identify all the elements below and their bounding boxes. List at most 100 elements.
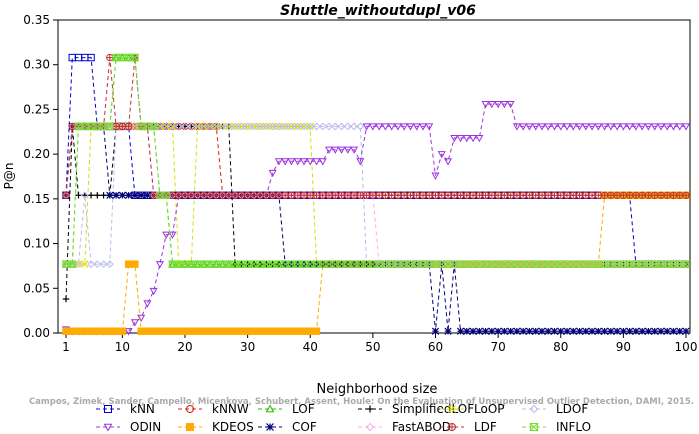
legend-marker — [186, 423, 194, 431]
data-point — [356, 158, 365, 166]
marker-shape — [331, 146, 340, 154]
data-point — [607, 327, 615, 335]
marker-shape — [87, 53, 95, 62]
marker-shape — [250, 327, 258, 335]
data-point — [87, 192, 95, 199]
marker-shape — [500, 327, 509, 335]
data-point — [331, 146, 340, 154]
data-point — [218, 122, 227, 131]
data-point — [500, 327, 509, 335]
marker-shape — [431, 172, 440, 180]
marker-shape — [268, 169, 277, 178]
marker-shape — [400, 192, 408, 199]
data-point — [588, 327, 596, 335]
data-point — [512, 123, 521, 131]
data-point — [243, 122, 252, 131]
data-point — [193, 122, 202, 131]
marker-shape — [225, 122, 233, 131]
data-point — [375, 123, 384, 131]
data-point — [613, 191, 621, 199]
data-point — [287, 158, 296, 166]
data-point — [87, 327, 95, 335]
marker-shape — [469, 134, 478, 143]
marker-shape — [181, 192, 189, 199]
marker-shape — [193, 122, 202, 131]
marker-shape — [288, 192, 295, 199]
marker-shape — [525, 123, 534, 131]
data-point — [218, 191, 227, 199]
marker-shape — [275, 122, 283, 131]
data-point — [600, 191, 609, 199]
marker-shape — [507, 327, 515, 335]
data-point — [519, 123, 528, 131]
marker-shape — [294, 327, 302, 335]
marker-shape — [419, 192, 427, 199]
marker-shape — [266, 423, 274, 431]
data-point — [224, 122, 233, 131]
marker-shape — [613, 192, 621, 199]
marker-shape — [262, 122, 271, 131]
marker-shape — [162, 191, 170, 199]
data-point — [663, 123, 672, 131]
data-point — [343, 122, 352, 131]
marker-shape — [613, 327, 621, 335]
data-point — [600, 123, 609, 131]
marker-shape — [162, 231, 171, 239]
marker-shape — [74, 260, 83, 269]
data-point — [275, 327, 283, 335]
data-point — [312, 327, 321, 335]
marker-shape — [143, 300, 152, 308]
data-point — [463, 327, 471, 335]
marker-shape — [87, 260, 95, 269]
data-point — [463, 191, 471, 199]
data-point — [337, 191, 346, 199]
marker-shape — [193, 327, 202, 335]
data-point — [681, 260, 691, 268]
legend-marker — [529, 423, 539, 431]
watermark: Campos, Zimek, Sander, Campello, Micenko… — [29, 397, 694, 407]
data-point — [275, 122, 283, 131]
data-point — [312, 191, 321, 199]
marker-shape — [300, 122, 308, 131]
marker-shape — [287, 122, 296, 131]
data-point — [607, 191, 615, 199]
marker-shape — [500, 101, 509, 109]
data-point — [130, 122, 139, 131]
marker-shape — [638, 123, 647, 131]
data-point — [175, 191, 183, 199]
data-point — [130, 319, 139, 327]
marker-shape — [682, 260, 690, 268]
marker-shape — [218, 327, 227, 335]
marker-shape — [125, 123, 132, 130]
legend-label: KDEOS — [212, 420, 254, 434]
data-point — [68, 327, 76, 335]
data-point — [506, 101, 515, 109]
legend-label: ODIN — [130, 420, 161, 434]
legend-item: ODIN — [96, 420, 161, 434]
data-point — [632, 327, 640, 335]
marker-shape — [269, 192, 276, 199]
data-point — [444, 327, 452, 335]
data-point — [475, 134, 484, 143]
data-point — [262, 122, 271, 131]
y-axis-label: P@n — [2, 163, 16, 190]
marker-shape — [262, 327, 271, 335]
marker-shape — [265, 404, 275, 413]
marker-shape — [299, 158, 309, 166]
legend-item: SimplifiedLOF — [358, 402, 474, 416]
marker-shape — [444, 327, 452, 335]
series-line — [65, 125, 686, 332]
data-point — [413, 191, 421, 199]
marker-shape — [93, 327, 102, 335]
data-point — [274, 158, 283, 166]
marker-shape — [412, 123, 421, 131]
data-point — [75, 192, 82, 199]
data-point — [143, 327, 152, 335]
marker-shape — [137, 191, 145, 199]
marker-shape — [150, 192, 157, 199]
x-axis-label: Neighborhood size — [317, 382, 438, 397]
data-point — [362, 191, 371, 199]
x-tick-label: 1 — [62, 340, 70, 354]
marker-shape — [200, 192, 207, 199]
marker-shape — [443, 158, 453, 166]
